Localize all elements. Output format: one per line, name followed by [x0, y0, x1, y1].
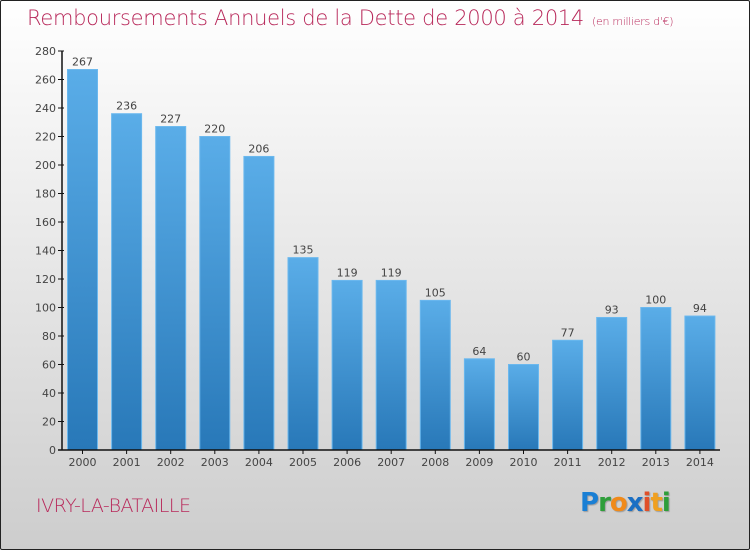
value-label-2013: 100: [645, 294, 666, 307]
x-tick-label-2004: 2004: [245, 456, 273, 469]
city-name: IVRY-LA-BATAILLE: [36, 495, 191, 517]
bar-2013: [640, 307, 672, 451]
bar-2014: [684, 315, 716, 451]
y-tick-label-260: 260: [35, 74, 56, 87]
value-label-2000: 267: [72, 56, 93, 69]
y-tick-label-100: 100: [35, 302, 56, 315]
value-label-2011: 77: [561, 326, 575, 339]
x-tick-label-2007: 2007: [377, 456, 405, 469]
y-tick-label-140: 140: [35, 245, 56, 258]
bar-2007: [375, 279, 407, 451]
chart-unit: (en milliers d'€): [592, 15, 674, 28]
value-label-2005: 135: [293, 244, 314, 257]
y-tick-label-80: 80: [42, 330, 56, 343]
bar-2002: [155, 126, 187, 451]
y-tick-label-200: 200: [35, 159, 56, 172]
x-tick-label-2010: 2010: [510, 456, 538, 469]
y-tick-label-220: 220: [35, 131, 56, 144]
y-tick-label-240: 240: [35, 102, 56, 115]
x-tick-label-2001: 2001: [113, 456, 141, 469]
y-tick-label-180: 180: [35, 188, 56, 201]
x-tick-label-2011: 2011: [554, 456, 582, 469]
bar-2010: [508, 364, 539, 451]
bar-2005: [287, 257, 319, 451]
value-label-2010: 60: [517, 351, 531, 364]
y-tick-label-60: 60: [42, 359, 56, 372]
x-tick-label-2014: 2014: [686, 456, 714, 469]
bar-2003: [199, 136, 231, 451]
value-label-2002: 227: [160, 113, 181, 126]
bar-2004: [243, 155, 275, 451]
x-tick-label-2003: 2003: [201, 456, 229, 469]
logo-letter: P: [580, 488, 599, 518]
bar-2011: [552, 339, 584, 451]
bar-2008: [419, 299, 451, 451]
bar-2006: [331, 279, 363, 451]
value-label-2001: 236: [116, 100, 137, 113]
x-tick-label-2005: 2005: [289, 456, 317, 469]
value-label-2007: 119: [381, 266, 402, 279]
x-tick-label-2002: 2002: [157, 456, 185, 469]
value-label-2008: 105: [425, 286, 446, 299]
x-tick-label-2000: 2000: [69, 456, 97, 469]
value-label-2006: 119: [337, 266, 358, 279]
bar-2009: [463, 358, 495, 451]
value-label-2004: 206: [248, 142, 269, 155]
x-tick-label-2008: 2008: [421, 456, 449, 469]
proxiti-logo[interactable]: Proxiti: [580, 488, 671, 518]
value-label-2009: 64: [472, 345, 486, 358]
y-tick-label-0: 0: [49, 444, 56, 457]
value-label-2003: 220: [204, 123, 225, 136]
logo-letter: t: [650, 488, 662, 518]
x-tick-label-2009: 2009: [465, 456, 493, 469]
logo-letter: r: [598, 488, 611, 518]
bar-2000: [67, 69, 98, 451]
chart-title-text: Remboursements Annuels de la Dette de 20…: [27, 6, 584, 30]
y-tick-label-280: 280: [35, 45, 56, 58]
y-tick-label-20: 20: [42, 416, 56, 429]
x-tick-label-2012: 2012: [598, 456, 626, 469]
logo-letter: x: [626, 488, 644, 518]
y-tick-label-40: 40: [42, 387, 56, 400]
logo-letter: i: [661, 488, 671, 518]
value-label-2012: 93: [605, 303, 619, 316]
x-tick-label-2013: 2013: [642, 456, 670, 469]
value-label-2014: 94: [693, 302, 707, 315]
x-tick-label-2006: 2006: [333, 456, 361, 469]
bar-2012: [596, 316, 628, 451]
bar-2001: [111, 113, 143, 451]
y-tick-label-160: 160: [35, 216, 56, 229]
logo-letter: o: [609, 488, 628, 518]
chart-title: Remboursements Annuels de la Dette de 20…: [27, 6, 673, 30]
logo-letter: i: [642, 488, 652, 518]
y-tick-label-120: 120: [35, 273, 56, 286]
